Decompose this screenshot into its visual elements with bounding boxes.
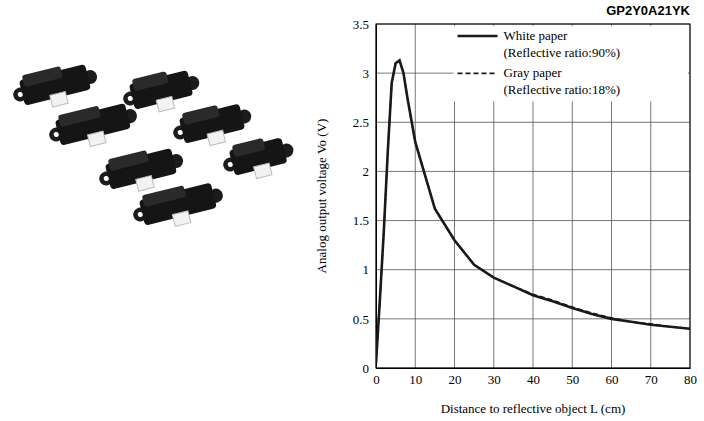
x-tick: 50 (566, 368, 579, 387)
legend-label: White paper (Reflective ratio:90%) (504, 28, 621, 60)
y-tick-label: 1 (363, 262, 370, 277)
sensor (45, 97, 142, 156)
y-tick-label: 0.5 (353, 312, 369, 327)
y-tick-label: 3.5 (353, 17, 369, 32)
x-tick-label: 10 (409, 372, 422, 387)
y-grid-line (376, 122, 690, 123)
x-tick: 20 (449, 368, 462, 387)
y-axis-title: Analog output voltage Vo (V) (314, 119, 329, 274)
sensor-connector (172, 211, 190, 227)
sensor-top (22, 66, 63, 87)
sensor-top (132, 71, 169, 91)
y-tick: 1.5 (353, 213, 376, 228)
sensor-body (55, 103, 131, 146)
sensor-top (232, 138, 266, 157)
legend-label-line: Gray paper (504, 65, 563, 80)
y-tick-label: 3 (363, 66, 370, 81)
y-tick-label: 0 (363, 361, 370, 376)
x-axis-line (377, 368, 691, 369)
sensor-connector (254, 163, 272, 179)
sensor-hole (177, 129, 183, 135)
legend-swatch (458, 35, 498, 38)
sensor-hole (227, 161, 233, 167)
sensor (219, 131, 298, 185)
sensor (9, 58, 102, 116)
sensor-top (108, 150, 149, 171)
grid (376, 24, 690, 368)
x-tick-label: 0 (373, 372, 380, 387)
sensor-hole (53, 131, 59, 137)
sensor (129, 176, 227, 235)
x-tick-label: 60 (606, 372, 619, 387)
sensor-connector (207, 130, 225, 146)
legend-swatch (458, 73, 498, 75)
chart: 0 10 20 30 40 50 60 70 80 0 0.5 1 1.5 2 2.5 3 3.5 GP2Y0A2… (0, 0, 704, 421)
y-tick-label: 2 (363, 164, 370, 179)
x-tick-label: 50 (566, 372, 579, 387)
sensor-hole (103, 175, 109, 181)
sensor-top (58, 105, 101, 127)
sensor-top (142, 185, 187, 207)
y-grid-line (376, 220, 690, 221)
chart-title: GP2Y0A21YK (606, 3, 690, 18)
x-axis-title: Distance to reflective object L (cm) (441, 401, 626, 416)
x-tick-label: 80 (684, 372, 697, 387)
x-tick: 0 (373, 368, 380, 387)
sensor-connector (156, 96, 174, 112)
y-tick: 1 (363, 262, 377, 277)
y-tick-label: 1.5 (353, 213, 369, 228)
y-tick: 3 (363, 66, 377, 81)
legend-label-line: White paper (504, 28, 569, 43)
sensor-connector (136, 176, 154, 192)
series-line (376, 60, 690, 363)
lines (376, 60, 690, 363)
sensor-photo (9, 58, 298, 236)
sensor-body (139, 183, 217, 226)
sensor-connector (50, 92, 68, 108)
x-axis: 0 10 20 30 40 50 60 70 80 (373, 368, 697, 387)
legend: White paper (Reflective ratio:90%) Gray pa… (454, 26, 688, 101)
sensor-top (182, 105, 220, 125)
sensor-hole (17, 91, 23, 97)
x-tick: 10 (409, 368, 422, 387)
y-grid-line (376, 269, 690, 270)
x-tick: 60 (606, 368, 619, 387)
legend-label: Gray paper (Reflective ratio:18%) (504, 65, 621, 97)
x-grid-line (415, 24, 416, 368)
x-tick-label: 30 (488, 372, 501, 387)
x-tick-label: 70 (645, 372, 658, 387)
series-line (376, 60, 690, 363)
sensor-hole (137, 211, 143, 217)
legend-label-line: (Reflective ratio:18%) (504, 82, 621, 97)
y-tick: 2 (363, 164, 377, 179)
x-tick: 30 (488, 368, 501, 387)
x-tick: 70 (645, 368, 658, 387)
legend-background (454, 26, 688, 101)
y-tick: 0.5 (353, 312, 376, 327)
legend-label-line: (Reflective ratio:90%) (504, 45, 621, 60)
y-tick: 3.5 (353, 17, 376, 32)
x-tick-label: 40 (527, 372, 540, 387)
y-axis: 0 0.5 1 1.5 2 2.5 3 3.5 (353, 17, 377, 376)
sensor-connector (87, 131, 105, 147)
sensor-hole (127, 95, 133, 101)
x-tick: 40 (527, 368, 540, 387)
y-tick: 0 (363, 361, 377, 376)
y-axis-line (376, 25, 377, 369)
x-tick-label: 20 (449, 372, 462, 387)
plot-frame (376, 24, 690, 368)
x-tick: 80 (684, 368, 697, 387)
y-tick-label: 2.5 (353, 115, 369, 130)
y-tick: 2.5 (353, 115, 376, 130)
y-grid-line (376, 318, 690, 319)
